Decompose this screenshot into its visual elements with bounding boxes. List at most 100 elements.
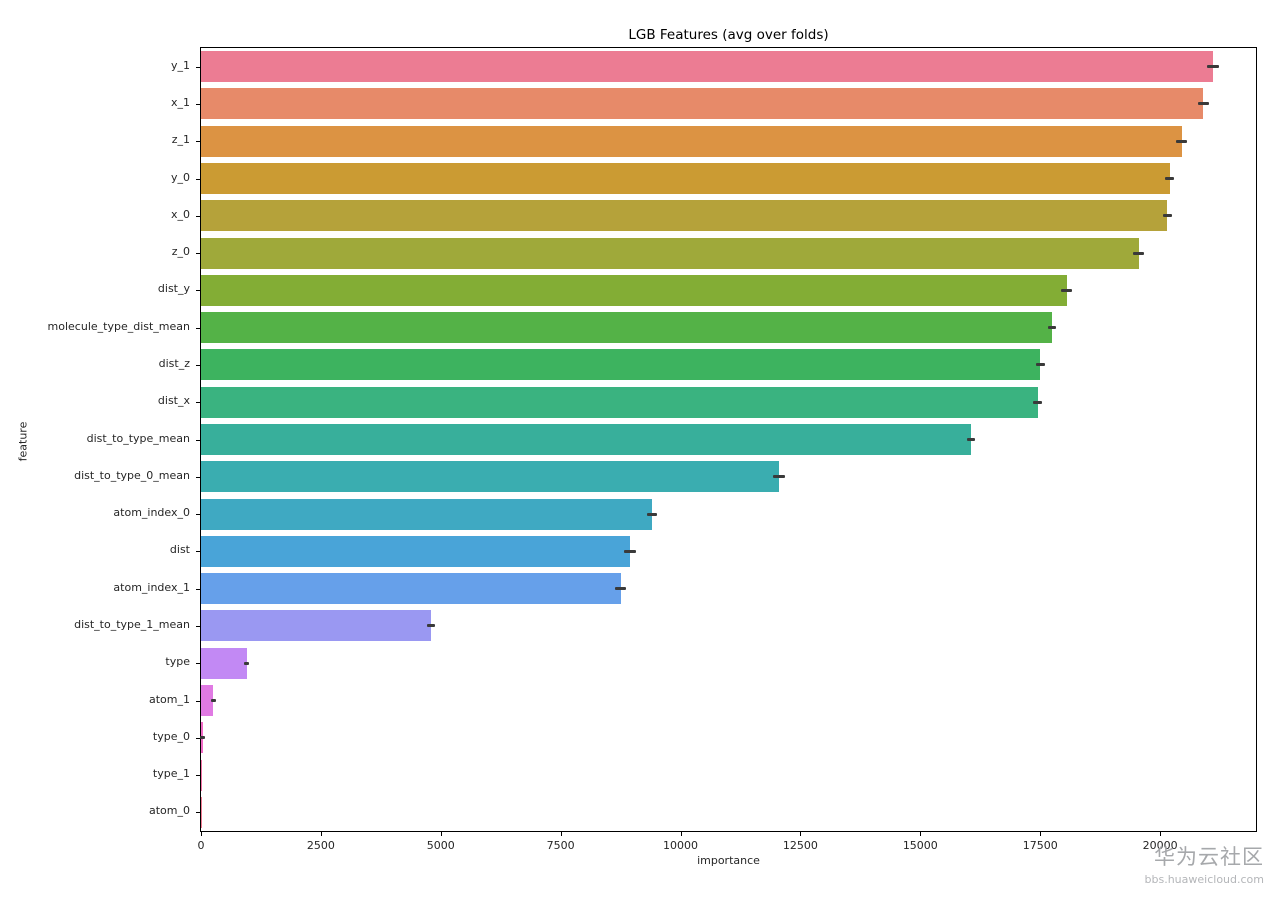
y-tick-mark <box>196 812 200 814</box>
error-bar-dist_z <box>1035 363 1045 367</box>
y-tick-mark <box>196 775 200 777</box>
y-tick-mark <box>196 215 200 217</box>
x-tick-mark <box>1040 832 1042 836</box>
watermark: 华为云社区 bbs.huaweicloud.com <box>1145 841 1264 886</box>
y-tick-label-z_0: z_0 <box>171 245 190 259</box>
y-tick-label-type: type <box>165 655 190 669</box>
error-bar-dist <box>623 549 637 553</box>
bar-dist <box>201 535 631 567</box>
y-tick-label-atom_index_0: atom_index_0 <box>113 506 190 520</box>
y-tick-label-x_0: x_0 <box>170 207 190 221</box>
y-tick-label-atom_index_1: atom_index_1 <box>113 580 190 594</box>
error-bar-atom_1 <box>210 699 216 702</box>
x-tick-label-0: 0 <box>197 839 205 852</box>
x-tick-label-7500: 7500 <box>546 839 575 852</box>
error-bar-z_1 <box>1175 139 1188 143</box>
y-tick-label-z_1: z_1 <box>171 133 190 147</box>
x-tick-mark <box>920 832 922 836</box>
y-tick-label-dist_to_type_1_mean: dist_to_type_1_mean <box>74 617 190 631</box>
bar-dist_to_type_1_mean <box>201 610 432 642</box>
y-tick-label-dist_y: dist_y <box>157 282 190 296</box>
bar-atom_index_1 <box>201 573 621 605</box>
error-bar-dist_x <box>1033 400 1043 404</box>
chart-title: LGB Features (avg over folds) <box>628 27 829 43</box>
y-tick-mark <box>196 103 200 105</box>
y-tick-label-type_1: type_1 <box>152 767 190 781</box>
x-tick-mark <box>560 832 562 836</box>
y-tick-mark <box>196 253 200 255</box>
x-tick-label-12500: 12500 <box>782 839 818 852</box>
x-tick-mark <box>800 832 802 836</box>
error-bar-type_0 <box>200 736 206 740</box>
bar-atom_0 <box>201 796 202 828</box>
error-bar-atom_index_1 <box>615 587 626 591</box>
error-bar-dist_to_type_mean <box>966 438 975 441</box>
error-bar-y_0 <box>1164 177 1175 180</box>
error-bar-x_0 <box>1162 214 1172 218</box>
error-bar-x_1 <box>1197 102 1209 106</box>
y-tick-label-y_1: y_1 <box>170 58 190 72</box>
x-tick-label-10000: 10000 <box>663 839 699 852</box>
bar-atom_1 <box>201 685 214 716</box>
bar-molecule_type_dist_mean <box>201 312 1053 344</box>
y-tick-label-dist: dist <box>169 543 190 557</box>
y-tick-mark <box>196 364 200 366</box>
y-tick-label-molecule_type_dist_mean: molecule_type_dist_mean <box>47 319 190 333</box>
y-tick-label-type_0: type_0 <box>152 729 190 743</box>
bar-y_1 <box>201 51 1213 83</box>
bar-dist_z <box>201 349 1041 381</box>
x-tick-label-5000: 5000 <box>426 839 455 852</box>
bar-atom_index_0 <box>201 498 652 530</box>
error-bar-dist_y <box>1061 288 1072 292</box>
bar-dist_y <box>201 274 1067 306</box>
error-bar-dist_to_type_0_mean <box>773 475 785 479</box>
error-bar-z_0 <box>1132 251 1145 255</box>
y-tick-mark <box>196 476 200 478</box>
error-bar-type <box>243 661 250 665</box>
y-tick-mark <box>196 625 200 627</box>
bar-type <box>201 647 247 679</box>
y-tick-mark <box>196 663 200 665</box>
y-tick-mark <box>196 514 200 516</box>
y-tick-mark <box>196 402 200 404</box>
bar-y_0 <box>201 163 1170 194</box>
x-tick-mark <box>1160 832 1162 836</box>
x-tick-mark <box>201 832 202 836</box>
y-tick-mark <box>196 700 200 702</box>
x-tick-mark <box>320 832 322 836</box>
error-bar-molecule_type_dist_mean <box>1048 326 1057 330</box>
bar-dist_x <box>201 386 1038 418</box>
y-tick-label-dist_z: dist_z <box>158 356 190 370</box>
watermark-title: 华为云社区 <box>1154 845 1264 869</box>
y-tick-label-dist_to_type_0_mean: dist_to_type_0_mean <box>74 468 190 482</box>
bar-dist_to_type_0_mean <box>201 461 779 493</box>
x-tick-label-20000: 20000 <box>1142 839 1178 852</box>
y-tick-label-y_0: y_0 <box>170 170 190 184</box>
bar-z_0 <box>201 237 1139 269</box>
x-tick-label-15000: 15000 <box>902 839 938 852</box>
bar-x_0 <box>201 200 1168 232</box>
watermark-url: bbs.huaweicloud.com <box>1144 873 1264 886</box>
y-tick-mark <box>196 178 200 180</box>
error-bar-atom_index_0 <box>646 512 657 516</box>
x-tick-mark <box>680 832 682 836</box>
y-tick-mark <box>196 141 200 143</box>
y-tick-mark <box>196 551 200 553</box>
y-tick-mark <box>196 66 200 68</box>
y-tick-label-x_1: x_1 <box>170 95 190 109</box>
y-tick-label-dist_to_type_mean: dist_to_type_mean <box>86 431 190 445</box>
y-tick-mark <box>196 737 200 739</box>
y-tick-mark <box>196 327 200 329</box>
y-tick-label-dist_x: dist_x <box>157 394 190 408</box>
y-tick-label-atom_0: atom_0 <box>149 804 190 818</box>
bar-dist_to_type_mean <box>201 424 971 455</box>
plot-area <box>200 47 1257 832</box>
x-tick-mark <box>440 832 442 836</box>
error-bar-y_1 <box>1206 65 1220 69</box>
error-bar-dist_to_type_1_mean <box>427 624 436 628</box>
y-tick-mark <box>196 439 200 441</box>
x-tick-label-2500: 2500 <box>306 839 335 852</box>
bar-x_1 <box>201 88 1204 120</box>
y-tick-mark <box>196 290 200 292</box>
